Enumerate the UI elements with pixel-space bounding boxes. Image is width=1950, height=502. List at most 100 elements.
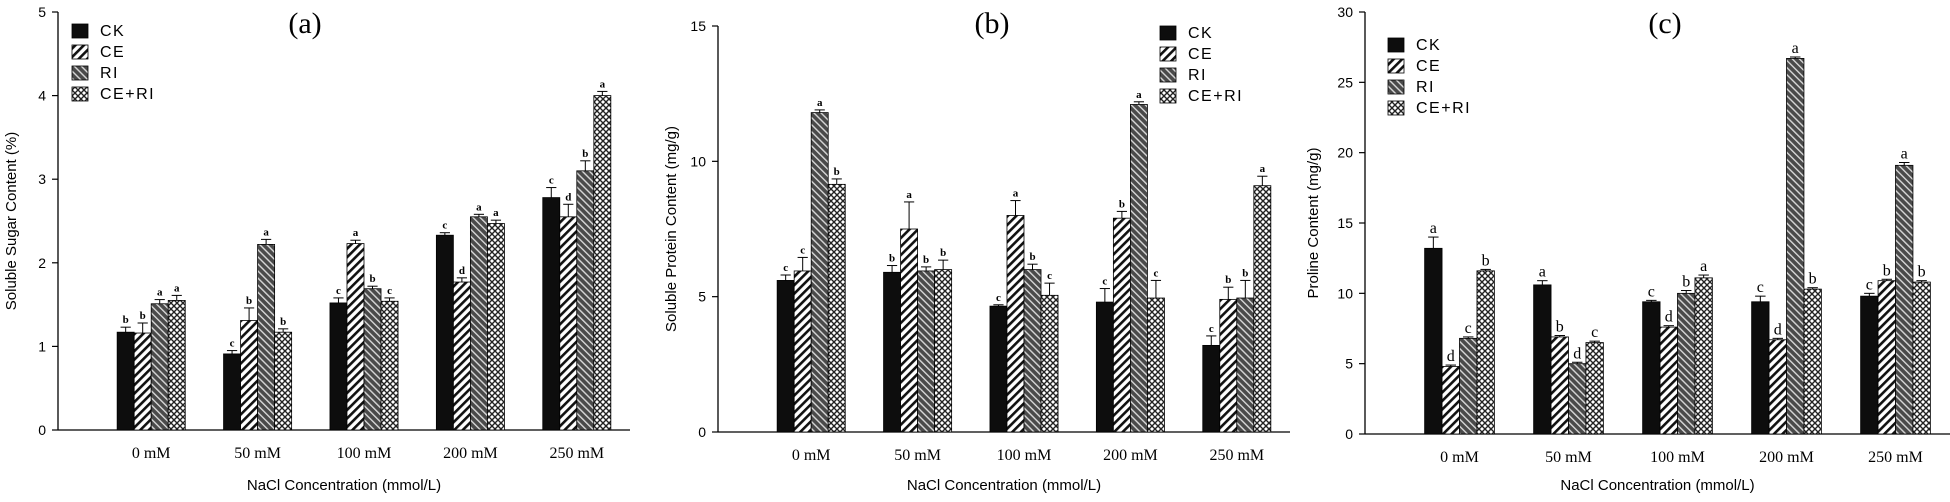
y-axis-label: Proline Content (mg/g) (1305, 148, 1322, 299)
y-tick-label: 4 (38, 88, 46, 104)
bar-ce-50mm (900, 228, 918, 433)
legend-label: RI (1188, 67, 1207, 84)
significance-letter: b (1556, 319, 1564, 336)
significance-letter: b (1682, 274, 1690, 291)
y-tick-label: 0 (1345, 426, 1353, 442)
x-tick-label: 100 mM (1650, 449, 1705, 466)
legend: CK CE RI CE+RI (1387, 37, 1470, 117)
legend-label: CK (1416, 37, 1441, 54)
significance-letter: d (1447, 348, 1455, 365)
bar-ce-ri-200mm (487, 223, 505, 431)
bar-ce-50mm (1550, 336, 1569, 435)
bar-ce-200mm (452, 281, 471, 431)
significance-letter: b (1809, 271, 1817, 288)
bar-ce-250mm (1877, 280, 1896, 435)
significance-letter: b (582, 148, 588, 160)
significance-letter: c (1866, 276, 1873, 293)
y-tick-label: 15 (1337, 215, 1353, 231)
y-tick-label: 1 (38, 338, 46, 354)
y-tick-label: 3 (38, 171, 46, 187)
y-tick-label: 20 (1337, 145, 1353, 161)
bar-ck-250mm (542, 197, 561, 431)
x-tick-label: 100 mM (337, 445, 392, 462)
y-tick-label: 2 (38, 255, 46, 271)
significance-letter: c (1209, 323, 1214, 335)
legend: CK CE RI CE+RI (1159, 25, 1242, 105)
chart-panel-3: (c) 0 5 10 15 20 25 30 Proline Content (mg/g) NaC… (1305, 4, 1950, 494)
y-tick-label: 25 (1337, 74, 1353, 90)
legend-swatch (1387, 58, 1405, 74)
x-tick-label: 50 mM (894, 447, 941, 464)
significance-letter: c (996, 292, 1001, 304)
significance-letter: b (889, 253, 895, 265)
legend-swatch (1387, 100, 1405, 116)
significance-letter: b (923, 254, 929, 266)
bar-ck-50mm (223, 353, 241, 431)
significance-letter: c (1648, 283, 1655, 300)
bar-ck-0mm (776, 280, 795, 433)
bar-ri-200mm (1786, 58, 1805, 435)
bar-ck-0mm (1424, 247, 1443, 435)
x-tick-label: 50 mM (1545, 449, 1592, 466)
y-axis-label: Soluble Protein Content (mg/g) (663, 126, 680, 332)
bar-ce-ri-250mm (1912, 281, 1931, 435)
significance-letter: c (387, 285, 392, 297)
significance-letter: d (1665, 309, 1673, 326)
significance-letter: b (834, 166, 840, 178)
bar-ck-250mm (1860, 295, 1879, 435)
significance-letter: b (123, 314, 129, 326)
bar-ck-50mm (1533, 284, 1552, 435)
bar-ce-ri-0mm (167, 300, 186, 431)
bar-ri-200mm (469, 216, 488, 431)
significance-letter: a (157, 287, 163, 299)
panel-label: (a) (288, 7, 321, 40)
y-tick-label: 30 (1337, 4, 1353, 20)
legend-label: CE (1188, 46, 1213, 63)
legend: CK CE RI CE+RI (71, 23, 154, 103)
significance-letter: a (906, 189, 912, 201)
significance-letter: a (1901, 146, 1908, 163)
significance-letter: b (1918, 264, 1926, 281)
significance-letter: a (174, 282, 180, 294)
legend-label: CK (100, 23, 125, 40)
y-tick-label: 10 (1337, 285, 1353, 301)
legend-swatch (71, 23, 89, 39)
legend-label: CK (1188, 25, 1213, 42)
bar-ck-250mm (1202, 344, 1221, 433)
significance-letter: b (140, 310, 146, 322)
significance-letter: b (369, 273, 375, 285)
bar-ck-200mm (435, 234, 454, 431)
significance-letter: b (1482, 252, 1490, 269)
significance-letter: c (230, 338, 235, 350)
bar-ri-100mm (363, 288, 382, 431)
legend-swatch (71, 86, 89, 102)
bar-ce-ri-200mm (1803, 288, 1822, 435)
bar-ri-200mm (1130, 104, 1148, 433)
bar-ri-0mm (150, 303, 169, 431)
chart-panel-1: (a) 0 1 2 3 4 5 Soluble Sugar Content (%) NaCl C… (3, 4, 630, 494)
bar-ce-100mm (346, 243, 365, 431)
significance-letter: b (1225, 274, 1231, 286)
bar-ck-0mm (116, 331, 135, 431)
bar-ce-ri-100mm (380, 300, 399, 431)
bar-ce-ri-100mm (1040, 294, 1059, 433)
bar-ce-0mm (133, 332, 152, 431)
significance-letter: a (263, 226, 269, 238)
significance-letter: b (940, 247, 946, 259)
legend-swatch (1159, 46, 1177, 62)
bar-ce-0mm (1441, 366, 1460, 435)
significance-letter: c (1591, 324, 1598, 341)
significance-letter: b (280, 316, 286, 328)
legend-swatch (1159, 25, 1177, 41)
y-tick-label: 0 (698, 424, 706, 440)
x-tick-label: 250 mM (1868, 449, 1923, 466)
y-tick-label: 10 (690, 153, 706, 169)
significance-letter: c (1757, 279, 1764, 296)
significance-letter: a (1792, 40, 1799, 57)
bar-ce-ri-0mm (1476, 270, 1495, 435)
bar-ce-ri-100mm (1694, 277, 1713, 435)
significance-letter: d (459, 265, 465, 277)
significance-letter: b (1883, 262, 1891, 279)
bar-ri-0mm (1459, 337, 1478, 435)
x-tick-label: 100 mM (997, 447, 1052, 464)
